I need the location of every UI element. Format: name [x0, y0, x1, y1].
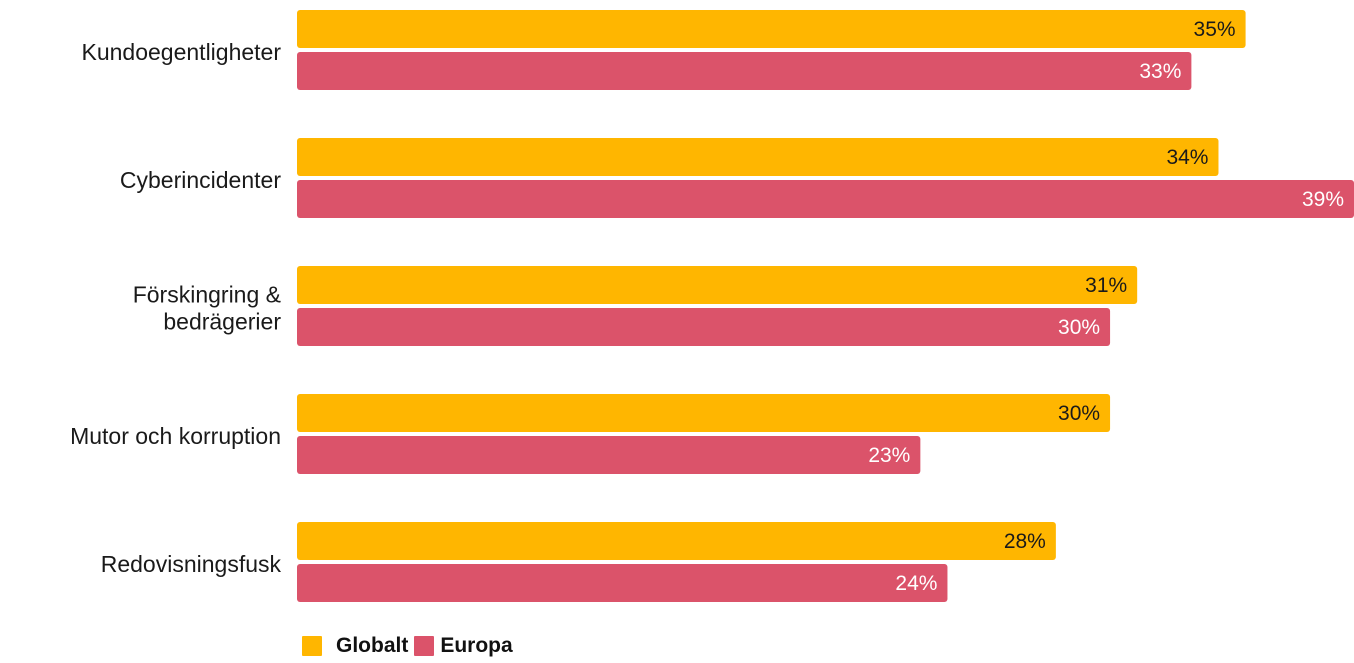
value-label-europa-f-rskingring-bedr-gerier: 30% [1058, 316, 1100, 339]
bar-globalt-f-rskingring-bedr-gerier [297, 266, 1138, 304]
legend-swatch-europa [414, 636, 435, 656]
category-label-line: Förskingring & [133, 282, 281, 308]
legend-label-europa: Europa [440, 634, 513, 657]
legend-item-europa: Europa [414, 634, 513, 658]
legend-label-globalt: Globalt [336, 634, 409, 657]
value-label-globalt-mutor-och-korruption: 30% [1058, 402, 1100, 425]
bar-europa-f-rskingring-bedr-gerier [297, 308, 1111, 346]
value-label-globalt-kundoegentligheter: 35% [1194, 18, 1236, 41]
category-label-redovisningsfusk: Redovisningsfusk [101, 551, 282, 577]
category-label-line: bedrägerier [163, 309, 281, 335]
category-label-line: Cyberincidenter [120, 167, 281, 193]
category-label-cyberincidenter: Cyberincidenter [120, 167, 281, 193]
category-label-line: Mutor och korruption [70, 423, 281, 449]
category-label-mutor-och-korruption: Mutor och korruption [70, 423, 281, 449]
bar-europa-cyberincidenter [297, 180, 1354, 218]
value-label-globalt-redovisningsfusk: 28% [1004, 530, 1046, 553]
bars: 35% 33% 34% 39% 31% 30% 30% 23% 28% 24% [297, 10, 1354, 602]
legend-item-globalt: Globalt [302, 634, 408, 658]
bar-europa-mutor-och-korruption [297, 436, 921, 474]
bar-europa-redovisningsfusk [297, 564, 948, 602]
legend: Globalt Europa [302, 634, 519, 658]
value-label-europa-kundoegentligheter: 33% [1139, 60, 1181, 83]
value-label-globalt-f-rskingring-bedr-gerier: 31% [1085, 274, 1127, 297]
category-label-kundoegentligheter: Kundoegentligheter [82, 39, 282, 65]
value-label-europa-mutor-och-korruption: 23% [868, 444, 910, 467]
bar-globalt-cyberincidenter [297, 138, 1219, 176]
bar-globalt-redovisningsfusk [297, 522, 1056, 560]
bar-globalt-mutor-och-korruption [297, 394, 1111, 432]
category-label-f-rskingring-bedr-gerier: Förskingring & bedrägerier [133, 282, 282, 335]
value-label-europa-cyberincidenter: 39% [1302, 188, 1344, 211]
value-label-globalt-cyberincidenter: 34% [1166, 146, 1208, 169]
bar-globalt-kundoegentligheter [297, 10, 1246, 48]
legend-swatch-globalt [302, 636, 322, 656]
category-label-line: Kundoegentligheter [82, 39, 282, 65]
bar-europa-kundoegentligheter [297, 52, 1192, 90]
category-labels: Kundoegentligheter Cyberincidenter Förskin… [70, 39, 281, 577]
value-label-europa-redovisningsfusk: 24% [895, 572, 937, 595]
category-label-line: Redovisningsfusk [101, 551, 282, 577]
